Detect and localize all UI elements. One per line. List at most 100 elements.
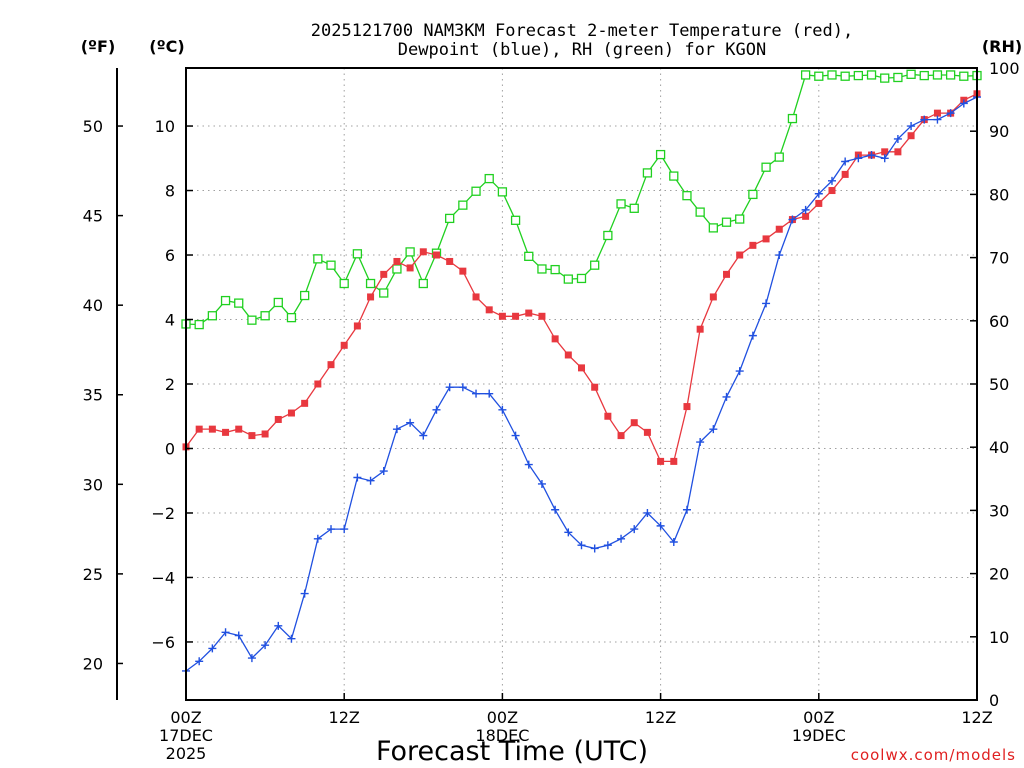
dewpoint-point	[735, 367, 744, 376]
rh-tick-label: 100	[989, 59, 1020, 78]
rh-point	[906, 69, 916, 79]
fahrenheit-tick-label: 30	[83, 475, 103, 494]
rh-point	[800, 70, 811, 80]
dewpoint-point	[762, 299, 771, 308]
dewpoint-point	[221, 628, 230, 637]
celsius-tick-label: 0	[165, 439, 175, 458]
temperature-point	[314, 380, 322, 388]
dewpoint-point	[946, 109, 955, 118]
dewpoint-point	[603, 541, 612, 550]
rh-point	[392, 264, 402, 274]
rh-point	[352, 249, 363, 259]
temperature-point	[472, 293, 480, 301]
dewpoint-point	[617, 534, 626, 543]
rh-point	[748, 189, 758, 200]
temperature-point	[235, 425, 243, 433]
dewpoint-point	[577, 541, 586, 550]
rh-point	[286, 312, 297, 323]
rh-point	[695, 207, 705, 217]
celsius-tick-label: 4	[165, 311, 175, 330]
dewpoint-point	[327, 525, 336, 534]
series-layer	[181, 69, 982, 675]
temperature-point	[301, 399, 309, 407]
dewpoint-point	[498, 405, 507, 414]
rh-point	[458, 200, 468, 210]
rh-point	[893, 72, 903, 83]
temperature-point	[802, 212, 810, 220]
rh-tick-label: 10	[989, 628, 1009, 647]
dewpoint-point	[920, 115, 929, 124]
rh-point	[484, 173, 494, 184]
temperature-point	[657, 457, 665, 465]
rh-point	[326, 260, 336, 270]
x-tick-label: 00Z	[803, 708, 834, 727]
temperature-point	[208, 425, 216, 433]
dewpoint-point	[722, 392, 731, 401]
rh-point	[299, 290, 310, 301]
dewpoint-point	[814, 189, 823, 198]
dewpoint-point	[472, 389, 481, 398]
dewpoint-point	[234, 631, 243, 640]
series-relative-humidity	[181, 69, 982, 330]
x-tick-year-label: 2025	[166, 744, 207, 763]
dewpoint-point	[313, 534, 322, 543]
dewpoint-point	[261, 641, 270, 650]
rh-point	[550, 264, 560, 275]
rh-point	[761, 162, 771, 172]
rh-point	[497, 187, 508, 197]
celsius-tick-label: −6	[151, 633, 175, 652]
dewpoint-point	[827, 176, 836, 185]
rh-tick-label: 80	[989, 185, 1009, 204]
temperature-point	[841, 170, 849, 178]
celsius-tick-label: −2	[151, 504, 175, 523]
dewpoint-point	[458, 383, 467, 392]
temperature-point	[367, 293, 375, 301]
dewpoint-point	[748, 331, 757, 340]
dewpoint-point	[419, 431, 428, 440]
rh-point	[932, 70, 943, 80]
dewpoint-point	[709, 425, 718, 434]
rh-point	[603, 230, 613, 241]
fahrenheit-tick-label: 25	[83, 565, 103, 584]
dewpoint-point	[564, 528, 573, 537]
rh-point	[945, 70, 956, 80]
celsius-unit-label: (ºC)	[149, 37, 184, 56]
dewpoint-point	[551, 505, 560, 514]
dewpoint-point	[643, 508, 652, 517]
fahrenheit-tick-label: 40	[83, 296, 103, 315]
temperature-point	[459, 267, 467, 275]
dewpoint-point	[788, 215, 797, 224]
rh-point	[313, 254, 323, 264]
rh-point	[405, 247, 415, 257]
dewpoint-point	[353, 473, 362, 482]
series-dewpoint	[182, 93, 981, 675]
temperature-point	[222, 428, 230, 436]
temperature-point	[881, 148, 889, 156]
x-tick-label: 00Z	[487, 708, 518, 727]
dewpoint-point	[511, 431, 520, 440]
temperature-point	[591, 383, 599, 391]
rh-point	[721, 217, 732, 227]
series-line	[185, 73, 978, 326]
rh-point	[682, 191, 692, 201]
dewpoint-point	[682, 505, 691, 514]
temperature-point	[261, 430, 269, 438]
rh-tick-label: 60	[989, 312, 1009, 331]
temperature-point	[643, 428, 651, 436]
temperature-point	[512, 312, 520, 320]
dewpoint-point	[195, 657, 204, 666]
rh-point	[787, 113, 798, 124]
temperature-point	[380, 270, 388, 278]
rh-point	[576, 273, 587, 284]
temperature-point	[709, 293, 717, 301]
dewpoint-point	[208, 644, 217, 653]
celsius-tick-label: 10	[155, 117, 175, 136]
dewpoint-point	[432, 405, 441, 414]
dewpoint-point	[524, 460, 533, 469]
temperature-point	[551, 335, 559, 343]
axes-layer: −6−4−20246810202530354045500102030405060…	[83, 59, 1020, 763]
credit-label: coolwx.com/models	[851, 746, 1016, 764]
dewpoint-point	[300, 589, 309, 598]
x-tick-label: 12Z	[961, 708, 992, 727]
